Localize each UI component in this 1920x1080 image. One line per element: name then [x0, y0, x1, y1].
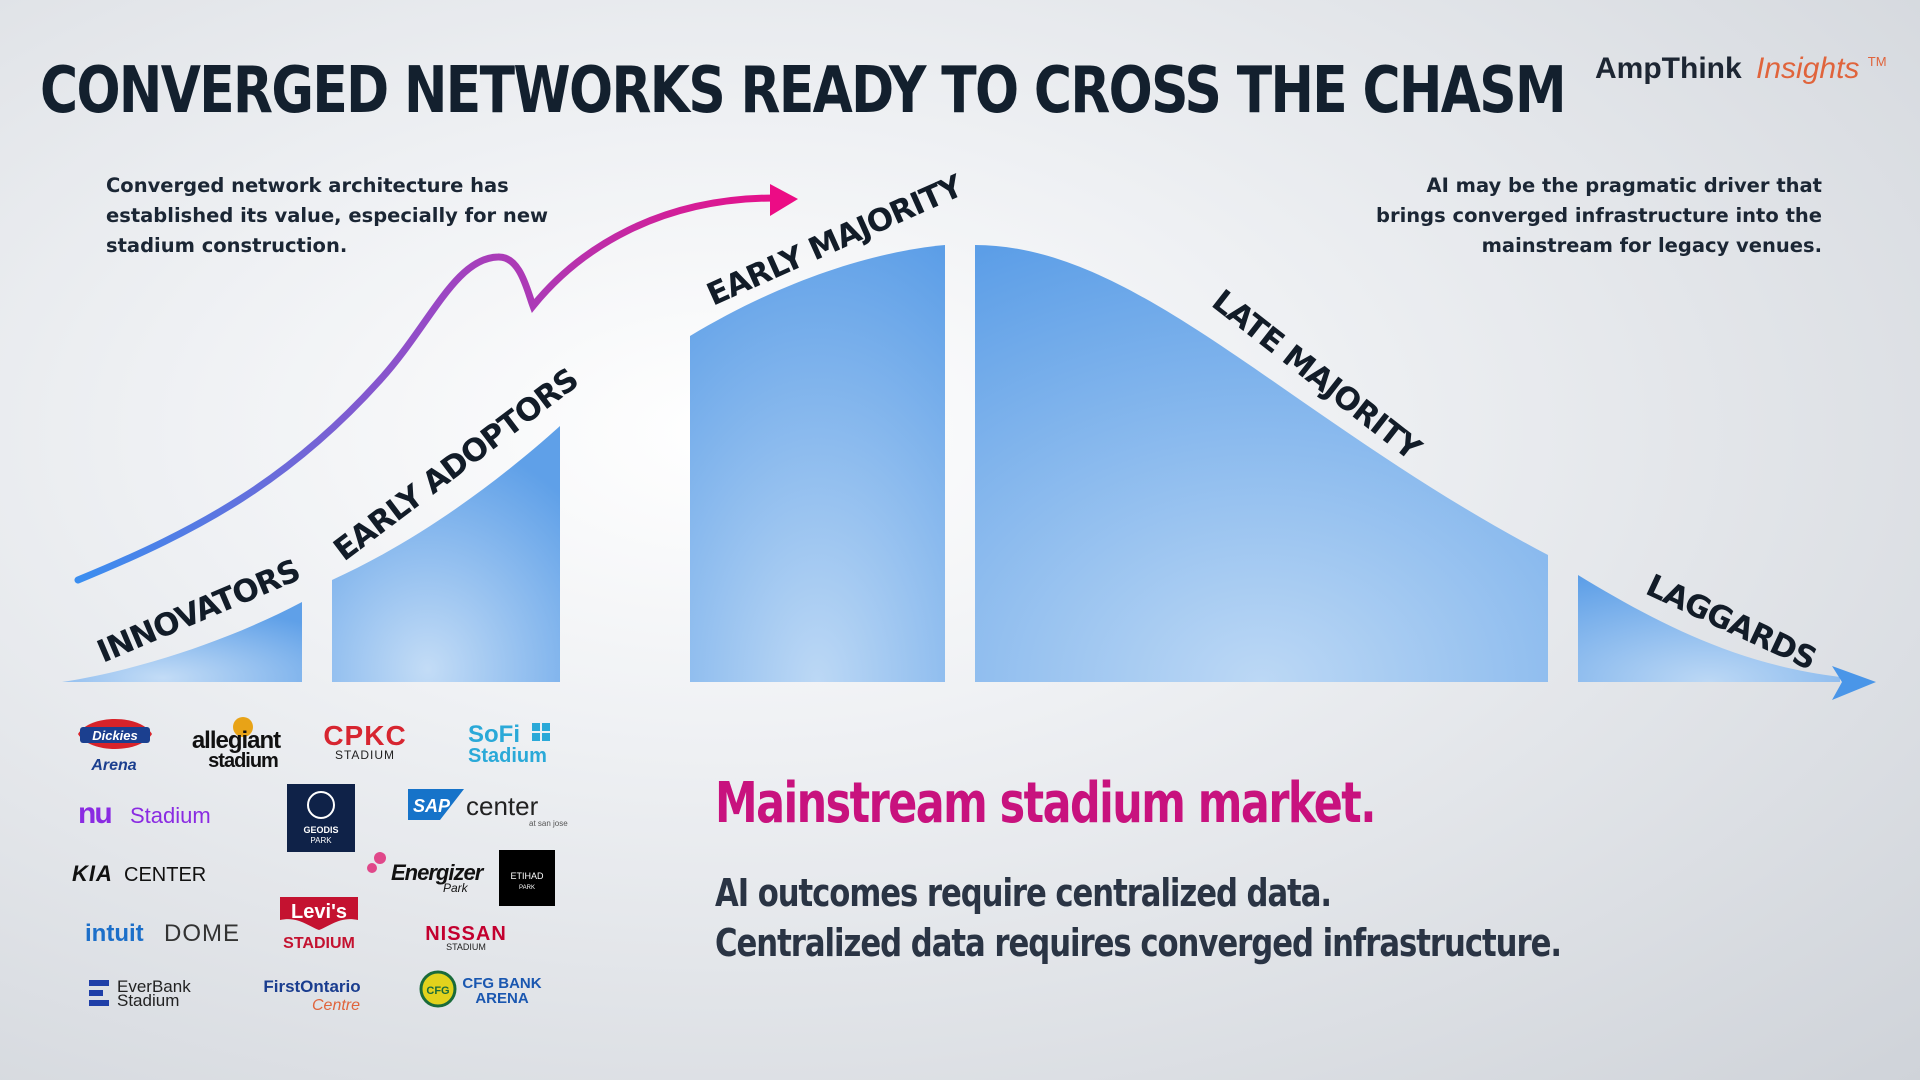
- firstontario-centre-logo: FirstOntario Centre: [263, 977, 360, 1014]
- brand-suffix: Insights: [1756, 52, 1859, 85]
- right-note-line-1: AI may be the pragmatic driver that: [1426, 174, 1822, 197]
- subline-1: AI outcomes require centralized data.: [715, 871, 1331, 915]
- kia-center-logo: KIA CENTER: [72, 861, 206, 886]
- nu-mark-text: nu: [78, 797, 111, 830]
- kia-mark-text: KIA: [72, 861, 113, 886]
- dickies-top-text: Dickies: [92, 728, 138, 743]
- levis-stadium-logo: Levi's STADIUM: [280, 897, 358, 952]
- left-note-line-3: stadium construction.: [106, 234, 347, 257]
- nu-stadium-logo: nu Stadium: [78, 797, 211, 830]
- svg-text:stadium construction.: stadium construction.: [106, 234, 347, 257]
- intuit-mark-text: intuit: [85, 920, 144, 947]
- chasm-arrow-head-icon: [770, 184, 798, 216]
- cpkc-top-text: CPKC: [323, 720, 406, 751]
- svg-text:mainstream for legacy venues.: mainstream for legacy venues.: [1482, 234, 1822, 257]
- cfg-top-text: CFG BANK: [462, 975, 541, 992]
- etihad-park-logo: ETIHAD PARK: [499, 850, 555, 906]
- firstontario-top-text: FirstOntario: [263, 977, 360, 996]
- brand-name: AmpThink: [1595, 52, 1742, 85]
- axis-arrow-icon: [1832, 666, 1876, 700]
- cpkc-bottom-text: STADIUM: [335, 748, 395, 762]
- left-note-line-2: established its value, especially for ne…: [106, 204, 548, 227]
- levis-top-text: Levi's: [291, 901, 347, 923]
- brand-logo: AmpThink Insights TM: [1595, 52, 1887, 85]
- venue-logos: Dickies Arena allegiant stadium CPKC STA…: [72, 717, 568, 1014]
- innovators-segment: [62, 602, 302, 682]
- right-note-line-2: brings converged infrastructure into the: [1376, 204, 1822, 227]
- dickies-arena-logo: Dickies Arena: [78, 719, 152, 774]
- geodis-park-logo: GEODIS PARK: [287, 784, 355, 852]
- svg-text:AI may be the pragmatic driver: AI may be the pragmatic driver that: [1426, 174, 1822, 197]
- sap-center-logo: SAP center at san jose: [408, 789, 568, 828]
- early-adopters-segment: [332, 426, 560, 682]
- intuit-dome-logo: intuit DOME: [85, 920, 240, 947]
- svg-text:established its value, especia: established its value, especially for ne…: [106, 204, 548, 227]
- etihad-bottom-text: PARK: [519, 885, 535, 891]
- sofi-bottom-text: Stadium: [468, 745, 547, 767]
- kia-text: CENTER: [124, 864, 206, 886]
- cfg-bottom-text: ARENA: [475, 990, 529, 1007]
- sap-text: center: [466, 791, 539, 821]
- chasm-arrow: [74, 194, 779, 584]
- right-note-line-3: mainstream for legacy venues.: [1482, 234, 1822, 257]
- nissan-stadium-logo: NISSAN STADIUM: [425, 923, 507, 952]
- allegiant-stadium-logo: allegiant stadium: [192, 717, 282, 772]
- levis-bottom-text: STADIUM: [283, 935, 355, 952]
- sap-mark-text: SAP: [413, 796, 451, 816]
- geodis-bottom-text: PARK: [310, 836, 332, 845]
- left-note-line-1: Converged network architecture has: [106, 174, 509, 197]
- svg-text:brings converged infrastructur: brings converged infrastructure into the: [1376, 204, 1822, 227]
- firstontario-bottom-text: Centre: [312, 997, 360, 1014]
- energizer-park-logo: Energizer Park: [367, 852, 486, 895]
- sofi-stadium-logo: SoFi Stadium: [468, 721, 550, 767]
- allegiant-bottom-text: stadium: [208, 750, 278, 772]
- allegiant-top-text: allegiant: [192, 727, 281, 754]
- dickies-bottom-text: Arena: [90, 757, 136, 774]
- nu-text: Stadium: [130, 803, 211, 828]
- energizer-top-text: Energizer: [391, 860, 485, 885]
- sap-small-text: at san jose: [529, 819, 568, 828]
- mainstream-headline: Mainstream stadium market.: [715, 771, 1375, 836]
- left-note: Converged network architecture has estab…: [106, 174, 548, 257]
- nissan-top-text: NISSAN: [425, 923, 507, 945]
- page-title: CONVERGED NETWORKS READY TO CROSS THE CH…: [40, 54, 1565, 128]
- intuit-text: DOME: [164, 920, 240, 947]
- early-majority-segment: [690, 245, 945, 682]
- laggards-segment: [1578, 575, 1840, 682]
- cfg-bank-arena-logo: CFG CFG BANK ARENA: [419, 970, 542, 1008]
- everbank-bottom-text: Stadium: [117, 991, 179, 1010]
- everbank-top-text: EverBank: [117, 977, 191, 996]
- svg-text:AmpThink Insights: AmpThink Insights TM: [1595, 52, 1887, 85]
- nissan-bottom-text: STADIUM: [446, 942, 486, 952]
- everbank-stadium-logo: EverBank Stadium: [89, 977, 191, 1010]
- late-majority-segment: [975, 245, 1548, 682]
- right-note: AI may be the pragmatic driver that brin…: [1376, 174, 1822, 257]
- cpkc-stadium-logo: CPKC STADIUM: [323, 720, 406, 762]
- cfg-mark-text: CFG: [426, 985, 449, 997]
- etihad-top-text: ETIHAD: [510, 871, 544, 881]
- geodis-top-text: GEODIS: [303, 825, 338, 835]
- svg-text:Converged network architecture: Converged network architecture has: [106, 174, 509, 197]
- energizer-bottom-text: Park: [443, 881, 469, 895]
- brand-trademark: TM: [1868, 54, 1887, 69]
- sofi-top-text: SoFi: [468, 721, 520, 748]
- subline-2: Centralized data requires converged infr…: [715, 921, 1561, 965]
